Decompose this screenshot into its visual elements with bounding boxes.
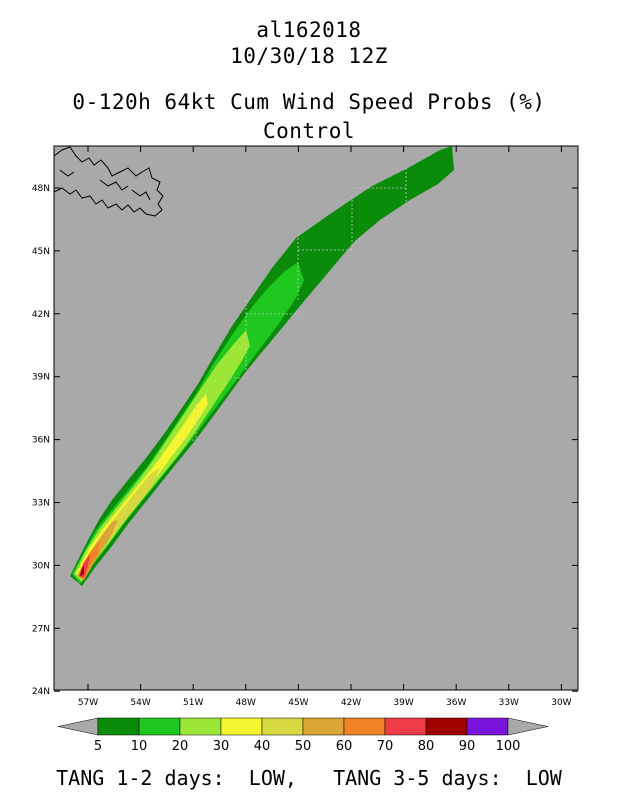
legend-label: 80 (418, 739, 435, 754)
member-label: Control (262, 119, 355, 143)
storm-id: al162018 (256, 18, 362, 42)
lat-label: 48N (32, 184, 50, 194)
longitude-axis: 57W 54W 51W 48W 45W 42W 39W 36W 33W 30W (78, 146, 572, 708)
legend-label: 10 (131, 739, 148, 754)
graticule (180, 168, 407, 441)
legend-swatch (261, 717, 304, 736)
lat-label: 27N (32, 624, 50, 634)
product-title: 0-120h 64kt Cum Wind Speed Probs (%) (72, 90, 546, 114)
tang-summary: TANG 1-2 days: LOW, TANG 3-5 days: LOW (56, 766, 562, 790)
legend-label: 5 (94, 739, 102, 754)
legend-label: 30 (213, 739, 230, 754)
plot-frame (53, 145, 579, 691)
lat-label: 39N (32, 373, 50, 383)
lat-label: 30N (32, 561, 50, 571)
legend-arrow-left (57, 717, 99, 736)
lon-label: 36W (446, 698, 466, 708)
lon-label: 57W (78, 698, 98, 708)
legend-label: 20 (172, 739, 189, 754)
prob-area-80 (80, 566, 84, 576)
lon-label: 45W (288, 698, 308, 708)
lat-label: 45N (32, 247, 50, 257)
lat-label: 24N (32, 687, 50, 697)
legend-swatch (343, 717, 386, 736)
lon-label: 42W (341, 698, 361, 708)
legend-swatch (466, 717, 509, 736)
legend-label: 70 (377, 739, 394, 754)
legend-arrow-right (507, 717, 549, 736)
newfoundland-coastline (53, 146, 164, 217)
legend-label: 40 (254, 739, 271, 754)
prob-area-5 (70, 146, 454, 586)
legend-swatch (138, 717, 181, 736)
lat-label: 33N (32, 499, 50, 509)
lon-label: 48W (236, 698, 256, 708)
legend-label: 100 (496, 739, 521, 754)
lon-label: 39W (393, 698, 413, 708)
color-legend: 5 10 20 30 40 50 60 70 80 90 100 (57, 717, 549, 754)
legend-label: 60 (336, 739, 353, 754)
legend-swatch (384, 717, 427, 736)
legend-swatch (425, 717, 468, 736)
lat-label: 36N (32, 436, 50, 446)
lat-label: 42N (32, 310, 50, 320)
lon-label: 51W (183, 698, 203, 708)
legend-swatch (220, 717, 263, 736)
legend-swatch (97, 717, 140, 736)
legend-label: 50 (295, 739, 312, 754)
probability-swath (70, 146, 454, 586)
forecast-datetime: 10/30/18 12Z (230, 44, 388, 68)
lon-label: 54W (130, 698, 150, 708)
lon-label: 33W (499, 698, 519, 708)
legend-swatch (179, 717, 222, 736)
lon-label: 30W (551, 698, 571, 708)
legend-label: 90 (459, 739, 476, 754)
latitude-axis: 48N 45N 42N 39N 36N 33N 30N 27N 24N (32, 184, 578, 697)
legend-swatch (302, 717, 345, 736)
